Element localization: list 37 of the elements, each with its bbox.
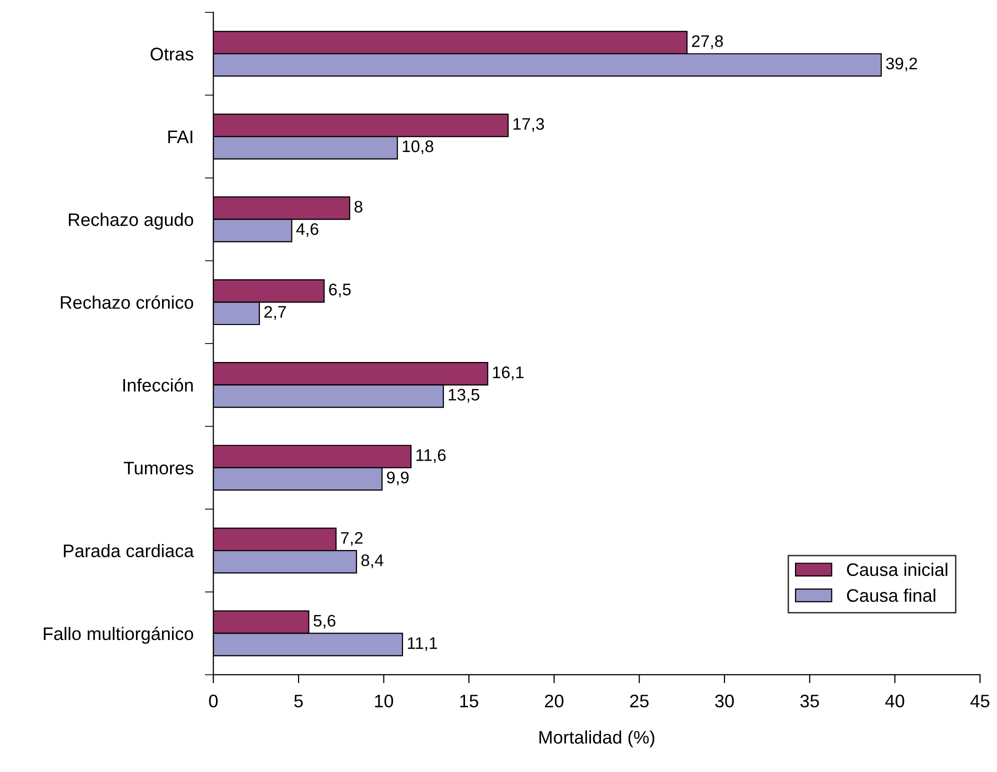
x-tick-label: 40 bbox=[885, 694, 904, 708]
x-tick-label: 10 bbox=[375, 694, 394, 708]
data-label: 17,3 bbox=[514, 118, 544, 132]
data-label: 5,6 bbox=[314, 614, 336, 629]
y-tick-label: Rechazo crónico bbox=[60, 295, 194, 309]
x-tick-label: 20 bbox=[544, 694, 564, 708]
y-tick-label: Infección bbox=[123, 378, 193, 392]
data-label: 11,1 bbox=[408, 637, 438, 651]
data-label: 10,8 bbox=[402, 140, 434, 154]
y-tick-label: Parada cardiaca bbox=[64, 544, 194, 558]
data-label: 13,5 bbox=[448, 388, 480, 403]
y-tick-label: FAI bbox=[168, 130, 192, 144]
data-label: 11,6 bbox=[416, 449, 446, 463]
data-label: 2,7 bbox=[264, 306, 286, 320]
data-label: 27,8 bbox=[692, 35, 723, 50]
x-tick-label: 15 bbox=[460, 694, 478, 708]
data-label: 8,4 bbox=[361, 554, 384, 568]
data-label: 39,2 bbox=[886, 58, 917, 72]
y-tick-label: Fallo multiorgánico bbox=[44, 626, 194, 644]
data-label: 8 bbox=[354, 200, 362, 213]
y-tick-label: Rechazo agudo bbox=[68, 212, 194, 230]
y-tick-label: Otras bbox=[150, 48, 194, 60]
legend-label: Causa inicial bbox=[847, 562, 948, 576]
data-label: 7,2 bbox=[341, 532, 363, 546]
x-tick-label: 30 bbox=[715, 694, 734, 708]
x-tick-label: 5 bbox=[294, 694, 303, 708]
x-tick-label: 0 bbox=[209, 694, 218, 708]
y-tick-label: Tumores bbox=[124, 462, 194, 474]
x-tick-label: 25 bbox=[630, 694, 649, 708]
data-label: 4,6 bbox=[296, 223, 318, 237]
x-axis-title: Mortalidad (%) bbox=[539, 730, 654, 748]
x-tick-label: 35 bbox=[800, 694, 819, 708]
data-label: 6,5 bbox=[329, 284, 351, 298]
data-label: 16,1 bbox=[493, 366, 524, 380]
x-tick-label: 45 bbox=[970, 694, 990, 708]
legend-label: Causa final bbox=[847, 588, 936, 602]
data-label: 9,9 bbox=[386, 472, 409, 486]
